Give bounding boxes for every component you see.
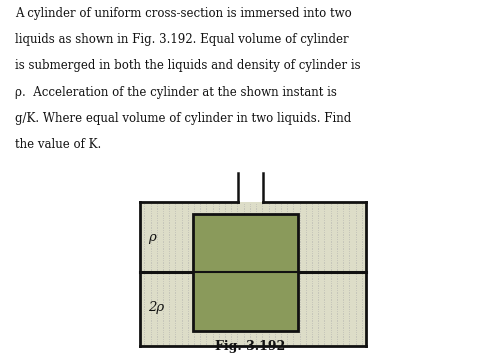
- Bar: [193, 214, 298, 331]
- Text: Fig. 3.192: Fig. 3.192: [215, 340, 286, 353]
- Bar: [140, 272, 366, 346]
- Text: ρ: ρ: [148, 231, 155, 244]
- Text: g/K. Where equal volume of cylinder in two liquids. Find: g/K. Where equal volume of cylinder in t…: [15, 112, 351, 125]
- Text: liquids as shown in Fig. 3.192. Equal volume of cylinder: liquids as shown in Fig. 3.192. Equal vo…: [15, 33, 349, 46]
- Text: ρ.  Acceleration of the cylinder at the shown instant is: ρ. Acceleration of the cylinder at the s…: [15, 86, 337, 99]
- Text: 2ρ: 2ρ: [148, 301, 164, 314]
- Text: is submerged in both the liquids and density of cylinder is: is submerged in both the liquids and den…: [15, 59, 361, 73]
- Text: the value of K.: the value of K.: [15, 138, 101, 152]
- Text: A cylinder of uniform cross-section is immersed into two: A cylinder of uniform cross-section is i…: [15, 7, 352, 20]
- Bar: [140, 202, 366, 272]
